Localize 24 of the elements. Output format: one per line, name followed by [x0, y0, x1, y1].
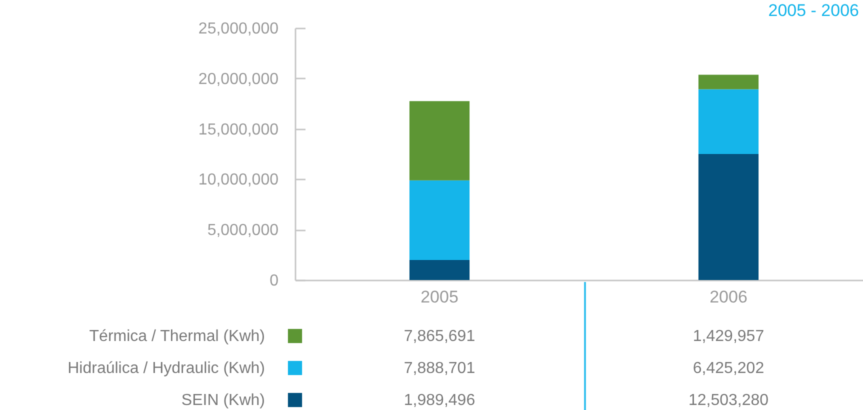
- y-tick-label: 25,000,000: [198, 20, 279, 38]
- bar: [409, 260, 470, 280]
- data-label: 1,429,957: [692, 328, 764, 345]
- bar: [698, 74, 759, 90]
- data-label: 7,888,701: [404, 360, 476, 377]
- y-tick-label: 0: [270, 272, 279, 290]
- bar: [409, 101, 470, 180]
- x-tick-label: 2005: [420, 288, 458, 306]
- chart-title: 2005 - 2006: [768, 1, 859, 20]
- data-label: 1,989,496: [404, 392, 476, 409]
- y-tick-label: 10,000,000: [198, 172, 279, 189]
- y-tick-label: 15,000,000: [198, 121, 279, 138]
- legend-label: Hidraúlica / Hydraulic (Kwh): [68, 360, 265, 377]
- x-tick-label: 2006: [710, 288, 748, 306]
- legend-label: Térmica / Thermal (Kwh): [89, 328, 265, 345]
- data-label: 7,865,691: [404, 328, 476, 345]
- y-tick-label: 20,000,000: [198, 70, 279, 88]
- y-tick-label: 5,000,000: [207, 222, 279, 240]
- data-label: 12,503,280: [688, 392, 769, 409]
- bar: [409, 180, 470, 260]
- data-label: 6,425,202: [692, 360, 764, 377]
- bar: [698, 89, 759, 154]
- bar: [698, 154, 759, 280]
- legend-label: SEIN (Kwh): [181, 392, 265, 409]
